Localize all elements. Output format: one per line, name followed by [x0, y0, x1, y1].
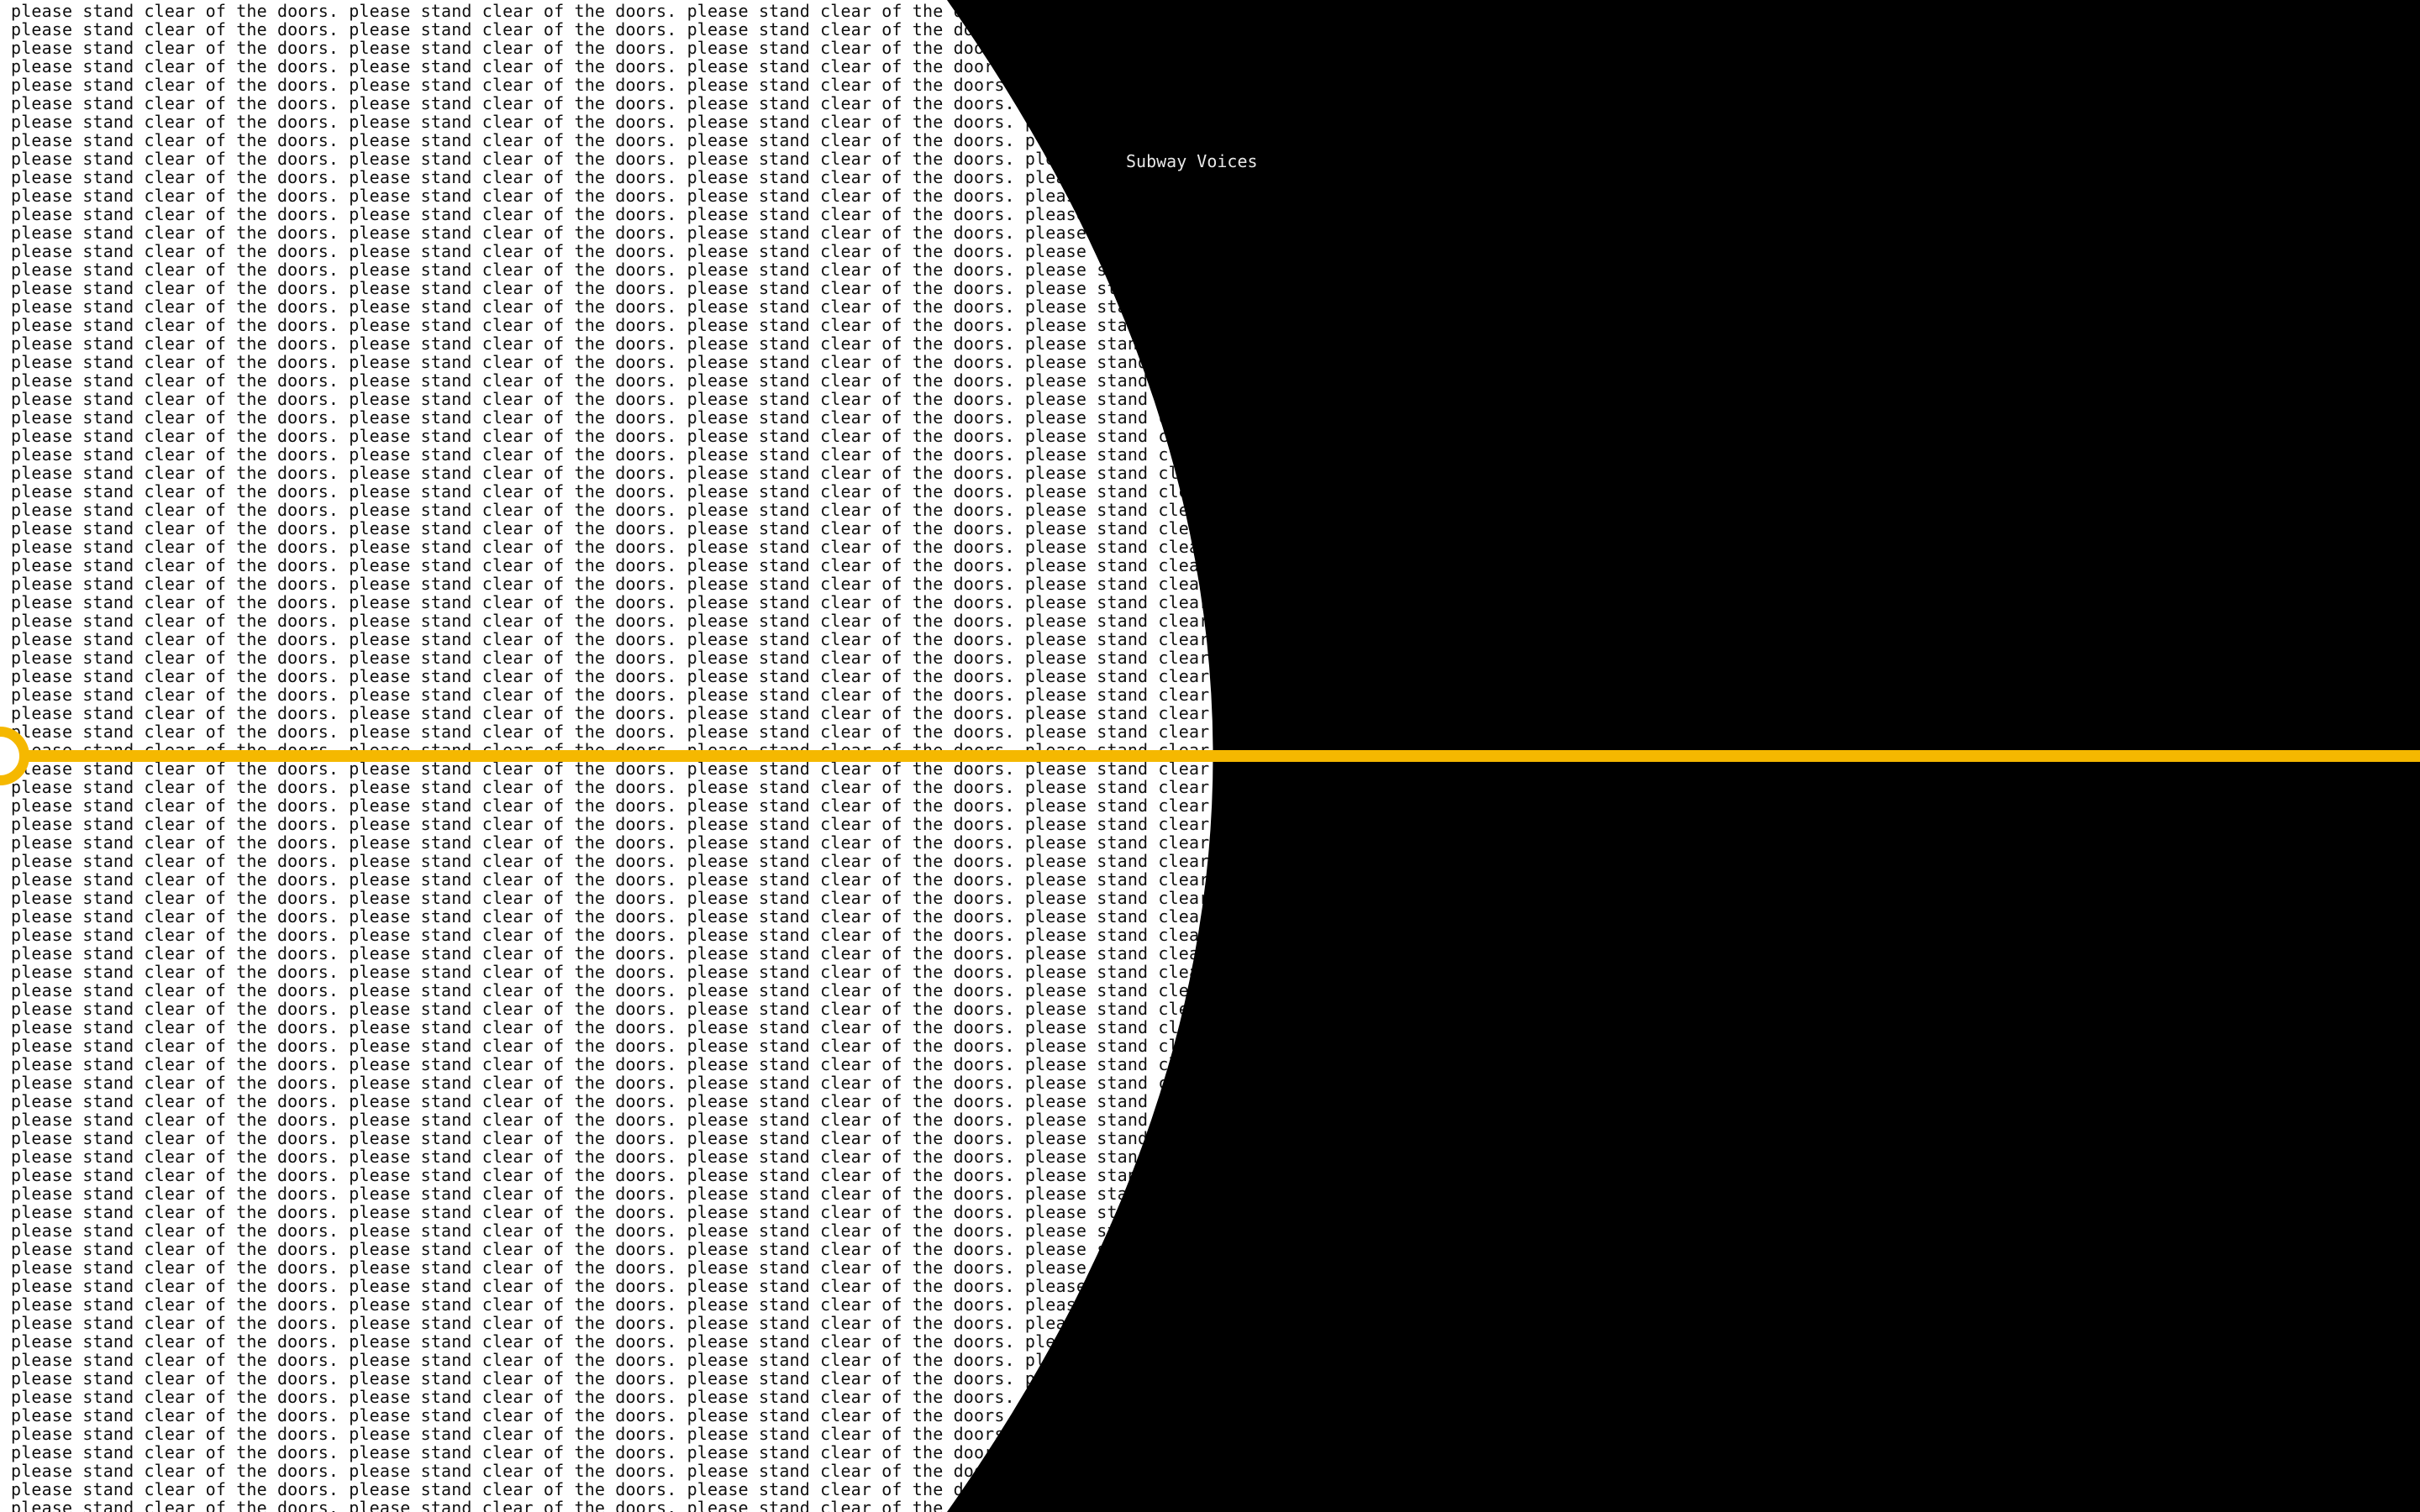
app-title: Subway Voices — [1126, 151, 1258, 171]
station-marker-icon[interactable] — [0, 727, 29, 785]
subway-line-bar — [0, 750, 2420, 762]
